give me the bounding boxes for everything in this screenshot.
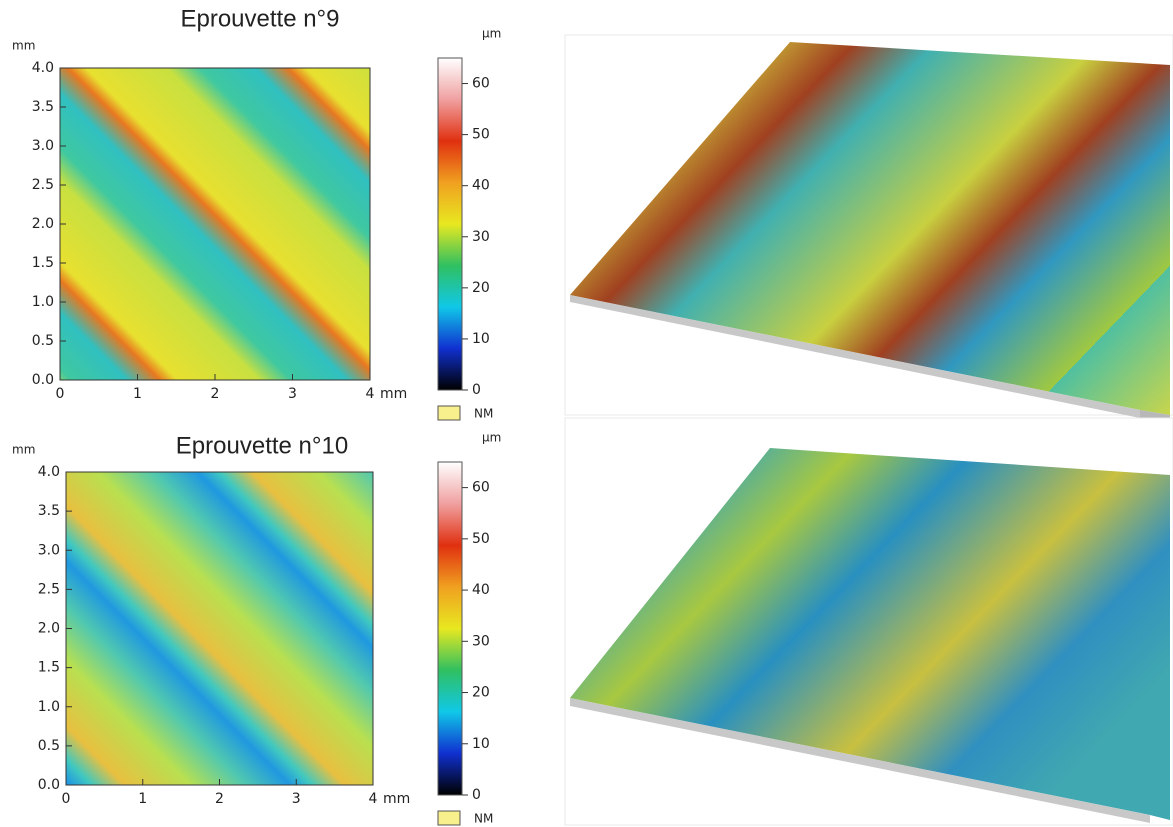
legend-label: NM — [474, 812, 493, 826]
y-tick-label: 0.0 — [38, 777, 60, 793]
x-tick-label: 3 — [292, 791, 301, 807]
colorbar-tick-label: 40 — [472, 178, 490, 194]
colorbar-tick-label: 10 — [472, 331, 490, 347]
colorbar-tick-label: 30 — [472, 633, 490, 649]
y-tick-label: 1.5 — [32, 255, 54, 271]
colorbar — [437, 57, 463, 391]
colorbar-label: µm — [482, 431, 501, 445]
surface-render-1 — [564, 34, 1173, 420]
legend-swatch — [437, 405, 461, 421]
x-tick-label: 2 — [215, 791, 224, 807]
legend-swatch — [437, 810, 461, 826]
colorbar-tick-label: 30 — [472, 229, 490, 245]
y-tick-label: 0.0 — [32, 372, 54, 388]
x-tick-label: 0 — [62, 791, 71, 807]
y-tick-label: 0.5 — [32, 333, 54, 349]
y-tick-label: 4.0 — [32, 60, 54, 76]
y-axis-label: mm — [12, 443, 35, 457]
y-tick-label: 4.0 — [38, 464, 60, 480]
colorbar-tick-label: 40 — [472, 582, 490, 598]
y-tick-label: 0.5 — [38, 738, 60, 754]
x-tick-label: 4 — [366, 386, 375, 402]
y-axis-label: mm — [12, 39, 35, 53]
colorbar-tick-label: 0 — [472, 787, 481, 803]
legend-label: NM — [474, 407, 493, 421]
colorbar-tick-label: 60 — [472, 480, 490, 496]
y-tick-label: 1.0 — [38, 699, 60, 715]
x-tick-label: 4 — [369, 791, 378, 807]
colorbar-tick-label: 60 — [472, 76, 490, 92]
colorbar-tick-label: 50 — [472, 531, 490, 547]
heatmap-panels: Eprouvette n°9 mm 0 1 2 3 4 mm 0.0 0.5 1.0 1.5 2.0 2.… — [12, 5, 501, 826]
x-tick-label: 3 — [288, 386, 297, 402]
colorbar-tick-label: 20 — [472, 280, 490, 296]
y-tick-label: 3.5 — [38, 503, 60, 519]
y-tick-label: 2.0 — [32, 216, 54, 232]
colorbar-tick-label: 0 — [472, 382, 481, 398]
y-tick-label: 2.0 — [38, 621, 60, 637]
colorbar-label: µm — [482, 27, 501, 41]
y-tick-label: 3.0 — [32, 138, 54, 154]
colorbar-tick-label: 10 — [472, 736, 490, 752]
chart-title: Eprouvette n°9 — [180, 5, 339, 32]
y-tick-label: 3.5 — [32, 99, 54, 115]
y-tick-label: 2.5 — [32, 177, 54, 193]
height-map — [66, 472, 373, 785]
y-tick-label: 3.0 — [38, 542, 60, 558]
height-map — [60, 68, 370, 380]
y-tick-label: 2.5 — [38, 581, 60, 597]
x-tick-label: 1 — [138, 791, 147, 807]
surface-render-2 — [564, 417, 1173, 826]
x-tick-label: 1 — [133, 386, 142, 402]
x-tick-label: 2 — [211, 386, 220, 402]
y-tick-label: 1.0 — [32, 294, 54, 310]
colorbar-tick-label: 50 — [472, 127, 490, 143]
x-tick-label: 0 — [56, 386, 65, 402]
y-tick-label: 1.5 — [38, 660, 60, 676]
colorbar-tick-label: 20 — [472, 685, 490, 701]
chart-title: Eprouvette n°10 — [176, 432, 348, 459]
colorbar — [437, 461, 463, 796]
x-axis-label: mm — [380, 386, 407, 402]
x-axis-label: mm — [383, 791, 410, 807]
